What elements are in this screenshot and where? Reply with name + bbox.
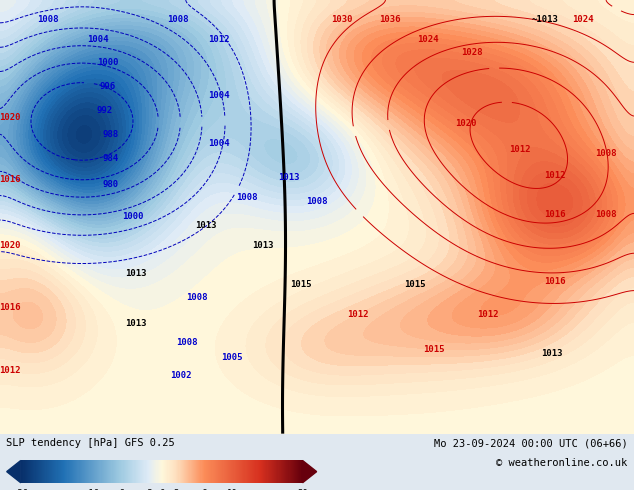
Text: 988: 988 [103,130,119,139]
Text: 1008: 1008 [595,149,616,158]
Text: 1004: 1004 [208,91,230,100]
Text: 1020: 1020 [0,241,20,249]
Text: SLP tendency [hPa] GFS 0.25: SLP tendency [hPa] GFS 0.25 [6,438,175,448]
Polygon shape [7,461,21,483]
Text: ~1013: ~1013 [532,15,559,24]
Text: 1015: 1015 [290,279,312,289]
Text: 1008: 1008 [176,338,198,347]
Text: Mo 23-09-2024 00:00 UTC (06+66): Mo 23-09-2024 00:00 UTC (06+66) [434,438,628,448]
Text: 1008: 1008 [186,293,207,301]
Text: 1012: 1012 [477,310,499,319]
Text: 1020: 1020 [455,119,477,128]
Text: 1013: 1013 [126,269,147,278]
Text: 1008: 1008 [595,210,616,219]
Text: 1008: 1008 [167,15,188,24]
Text: -6: -6 [114,489,125,490]
Text: 1028: 1028 [462,48,483,56]
Text: 1008: 1008 [37,15,58,24]
Text: 1012: 1012 [208,34,230,44]
Text: 1013: 1013 [126,318,147,328]
Text: 1005: 1005 [221,353,242,362]
Text: 2: 2 [173,489,178,490]
Text: 980: 980 [103,180,119,189]
Text: 1015: 1015 [404,279,426,289]
Text: 1008: 1008 [236,193,258,202]
Text: 1013: 1013 [252,241,274,249]
Text: 1016: 1016 [544,210,566,219]
Text: 1016: 1016 [544,277,566,286]
Polygon shape [302,461,316,483]
Text: 1036: 1036 [379,15,401,24]
Text: 1024: 1024 [573,15,594,24]
Text: 1020: 1020 [0,113,20,122]
Text: 1000: 1000 [97,58,119,68]
Text: 1013: 1013 [278,173,299,182]
Text: 1002: 1002 [170,370,191,380]
Text: 1012: 1012 [347,310,369,319]
Text: 1016: 1016 [0,175,20,184]
Text: 0: 0 [159,489,164,490]
Text: 1012: 1012 [544,171,566,180]
Text: 984: 984 [103,154,119,163]
Text: 1015: 1015 [424,344,445,354]
Text: 1012: 1012 [509,145,531,154]
Text: 996: 996 [100,82,116,91]
Text: 1016: 1016 [0,303,20,313]
Text: 1013: 1013 [195,221,217,230]
Text: 20: 20 [297,489,308,490]
Text: 1004: 1004 [208,139,230,147]
Text: 1012: 1012 [0,366,20,375]
Text: 1008: 1008 [306,197,328,206]
Text: -2: -2 [142,489,153,490]
Text: 1013: 1013 [541,349,562,358]
Text: 10: 10 [227,489,238,490]
Text: © weatheronline.co.uk: © weatheronline.co.uk [496,458,628,468]
Text: 1004: 1004 [87,34,109,44]
Text: 6: 6 [201,489,207,490]
Text: 1030: 1030 [332,15,353,24]
Text: -20: -20 [13,489,29,490]
Text: 1000: 1000 [122,212,144,221]
Text: 1024: 1024 [417,34,439,44]
Text: -10: -10 [83,489,100,490]
Text: 992: 992 [96,106,113,115]
